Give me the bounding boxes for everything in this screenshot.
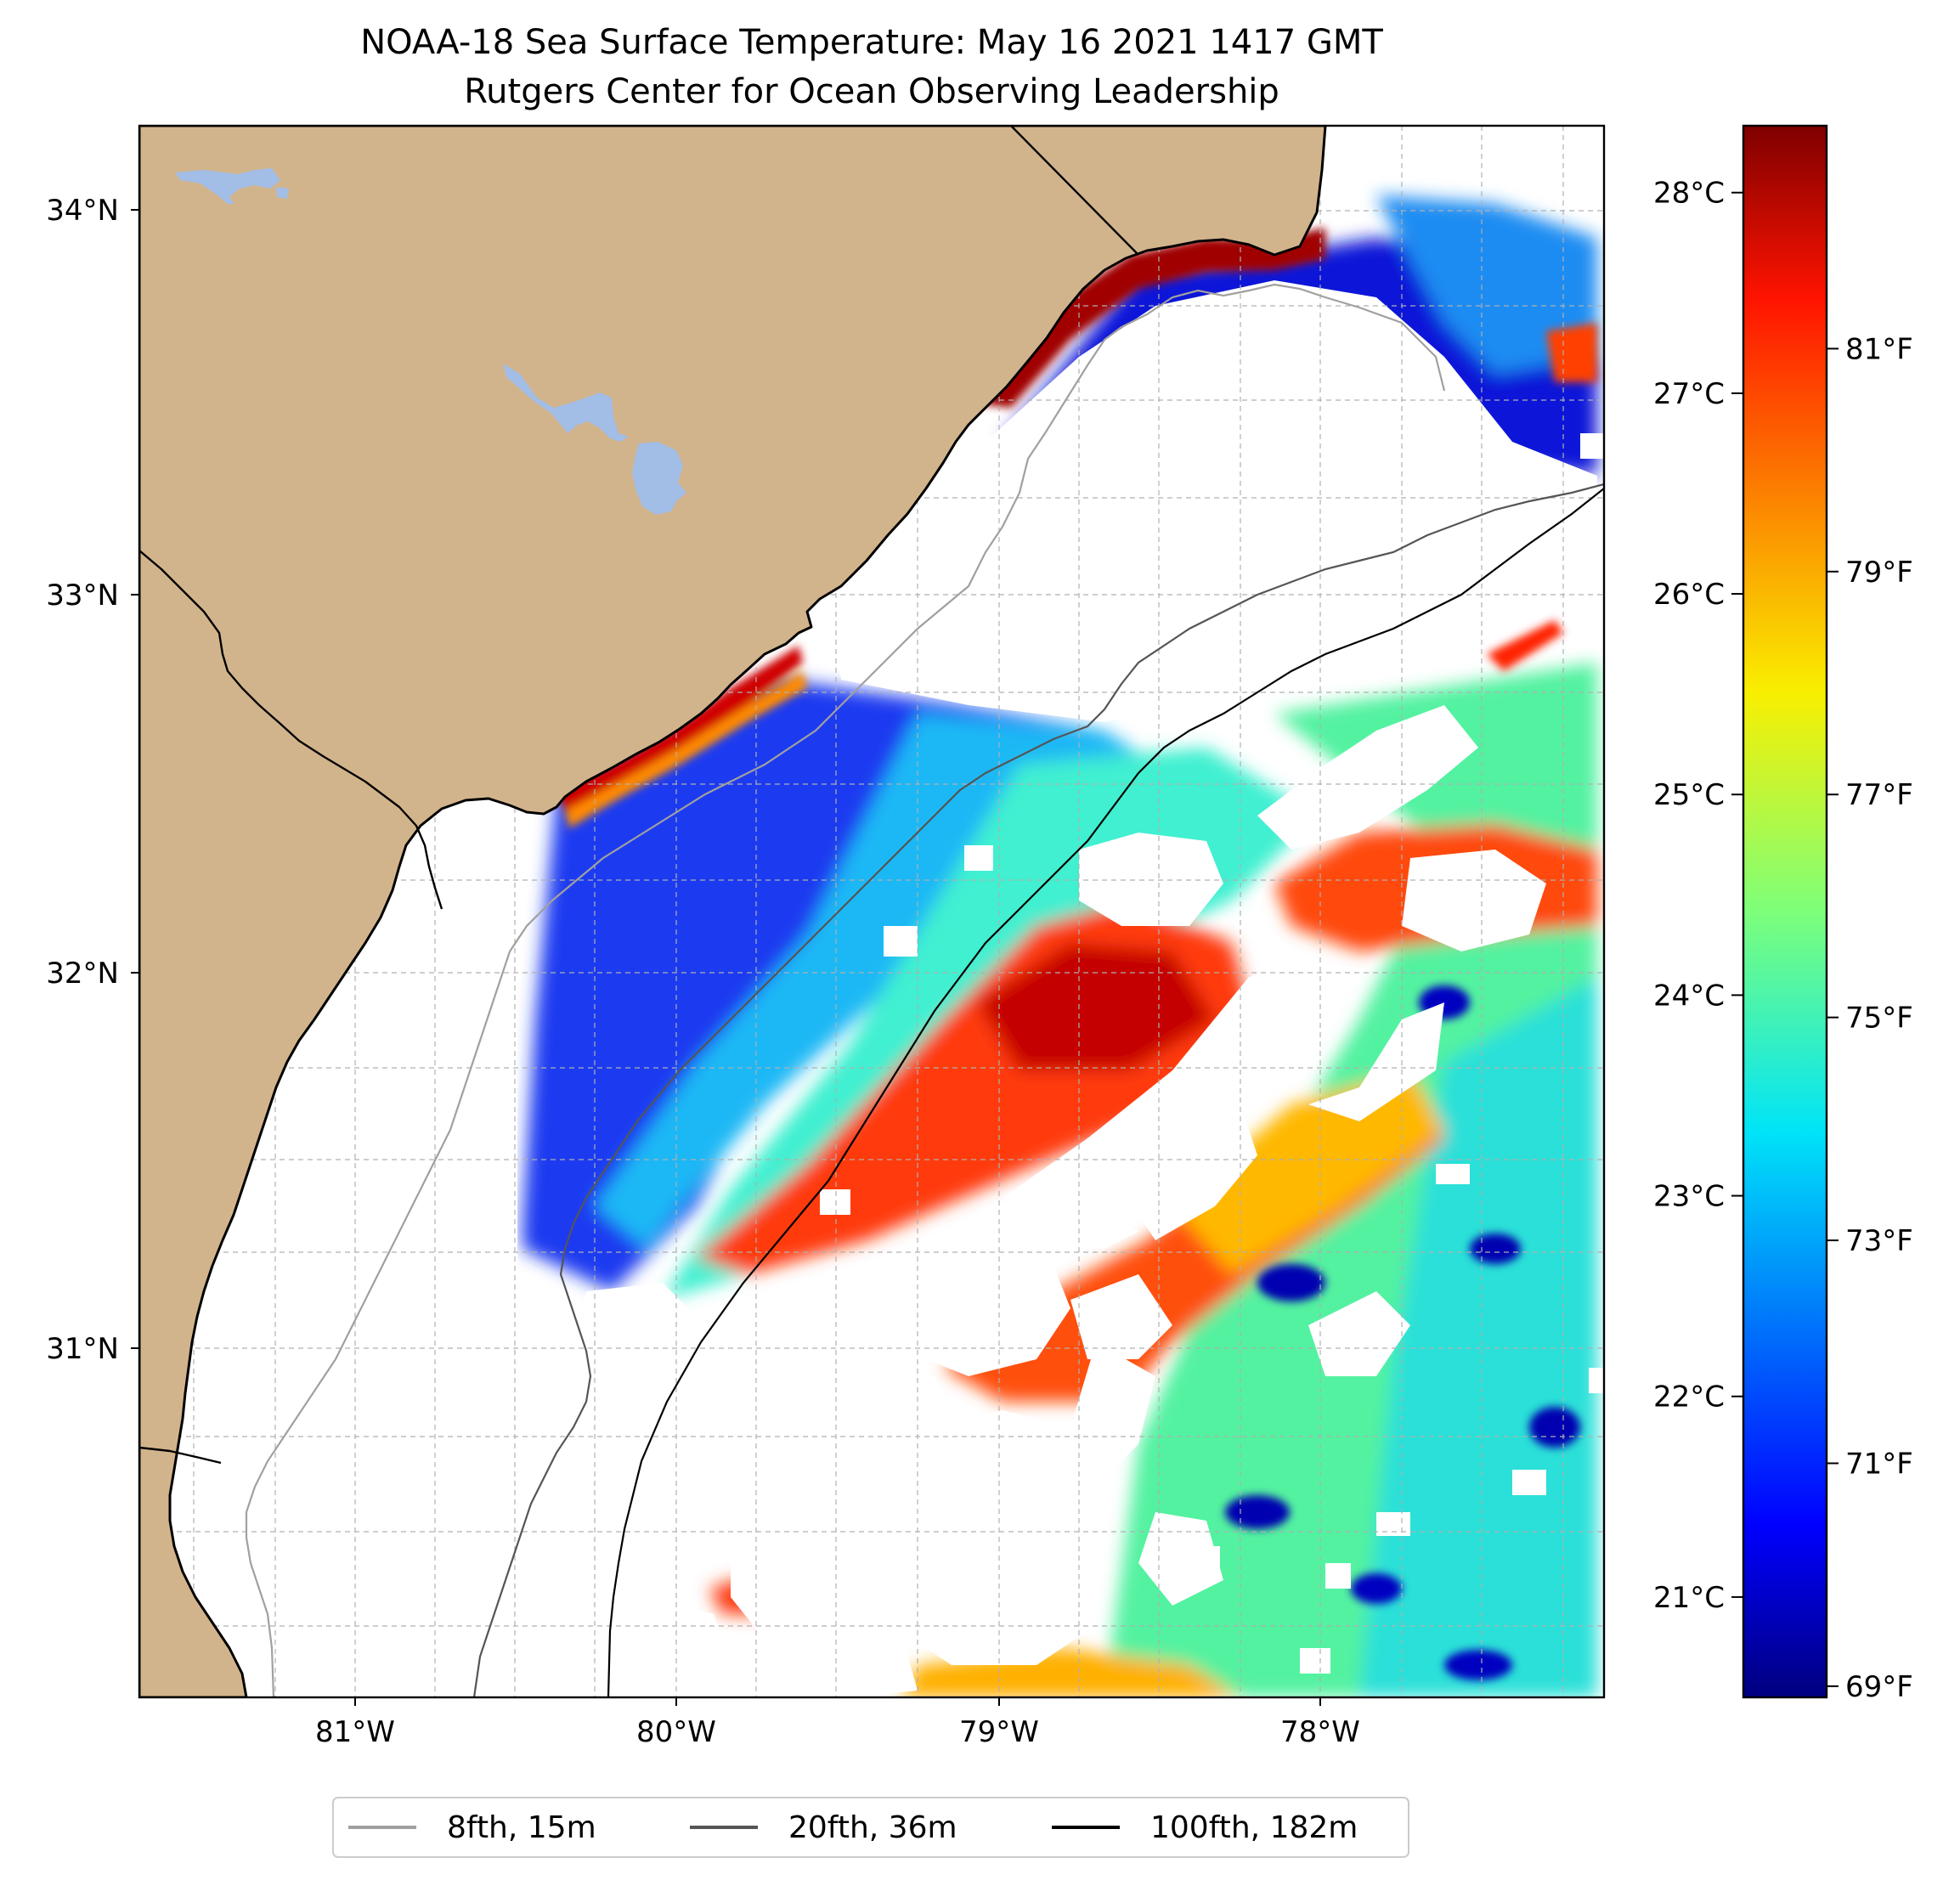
bathymetry-contours bbox=[245, 283, 1604, 1697]
chart-subtitle: Rutgers Center for Ocean Observing Leade… bbox=[464, 72, 1279, 111]
legend-label-100fth: 100fth, 182m bbox=[1150, 1810, 1358, 1845]
sst-region-cold-eddy bbox=[1470, 1234, 1521, 1264]
colorbar-celsius-label: 23°C bbox=[1653, 1180, 1725, 1214]
colorbar-fahrenheit-label: 81°F bbox=[1845, 332, 1913, 366]
land-mass bbox=[139, 126, 1327, 1697]
colorbar: 21°C 22°C 23°C 24°C 25°C 26°C 27°C 28°C 69°F 71°… bbox=[1653, 124, 1913, 1704]
map-frame bbox=[138, 124, 1606, 1699]
sst-region-cold-eddy bbox=[1444, 1650, 1512, 1680]
colorbar-celsius-label: 24°C bbox=[1653, 979, 1725, 1013]
lon-tick-label: 79°W bbox=[959, 1715, 1039, 1749]
colorbar-celsius-label: 26°C bbox=[1653, 578, 1725, 612]
lat-tick-label: 32°N bbox=[46, 957, 119, 991]
sst-region-cold-eddy bbox=[1529, 1407, 1580, 1448]
legend-label-8fth: 8fth, 15m bbox=[447, 1810, 596, 1845]
sst-region-ne-spot bbox=[1487, 620, 1563, 671]
boundary-ga-fl-stub bbox=[139, 1446, 222, 1465]
lon-tick-label: 78°W bbox=[1280, 1715, 1360, 1749]
colorbar-celsius-label: 27°C bbox=[1653, 377, 1725, 411]
colorbar-fahrenheit-label: 71°F bbox=[1845, 1447, 1913, 1481]
legend: 8fth, 15m 20fth, 36m 100fth, 182m bbox=[332, 1797, 1409, 1858]
colorbar-fahrenheit-ticks: 69°F 71°F 73°F 75°F 77°F 79°F 81°F bbox=[1827, 332, 1913, 1704]
colorbar-celsius-ticks: 21°C 22°C 23°C 24°C 25°C 26°C 27°C 28°C bbox=[1653, 177, 1743, 1615]
colorbar-fahrenheit-label: 75°F bbox=[1845, 1002, 1913, 1036]
contour-8fth bbox=[245, 283, 1446, 1697]
lat-tick-label: 34°N bbox=[46, 194, 119, 228]
colorbar-fahrenheit-label: 73°F bbox=[1845, 1224, 1913, 1258]
lat-tick-label: 33°N bbox=[46, 579, 119, 613]
lat-tick-label: 31°N bbox=[46, 1332, 119, 1366]
legend-box bbox=[332, 1797, 1409, 1858]
sst-region-cold-eddy bbox=[1351, 1573, 1402, 1604]
boundary-sc-ga bbox=[139, 550, 443, 910]
sst-region-cold-eddy bbox=[1257, 1264, 1325, 1301]
colorbar-celsius-label: 28°C bbox=[1653, 177, 1725, 211]
sst-region-gulf-stream-hot bbox=[977, 943, 1215, 1070]
colorbar-celsius-label: 22°C bbox=[1653, 1380, 1725, 1414]
sst-region-offshore-east bbox=[1359, 977, 1597, 1697]
lon-tick-label: 80°W bbox=[636, 1715, 716, 1749]
lon-tick-label: 81°W bbox=[315, 1715, 395, 1749]
longitude-axis: 81°W 80°W 79°W 78°W bbox=[315, 1697, 1360, 1749]
lake-marion bbox=[503, 364, 629, 442]
colorbar-celsius-label: 21°C bbox=[1653, 1581, 1725, 1615]
map-area bbox=[139, 126, 1604, 1697]
contour-20fth bbox=[472, 483, 1604, 1697]
colorbar-celsius-label: 25°C bbox=[1653, 778, 1725, 812]
boundary-nc-sc bbox=[1010, 126, 1139, 256]
lake-moultrie bbox=[632, 442, 686, 515]
colorbar-fahrenheit-label: 77°F bbox=[1845, 778, 1913, 812]
lake-northwest bbox=[175, 168, 289, 204]
colorbar-fahrenheit-label: 79°F bbox=[1845, 556, 1913, 590]
sst-region-ne-corner bbox=[1546, 323, 1597, 382]
sst-region-cold-eddy bbox=[1225, 1495, 1290, 1529]
sst-region-coast-orange-sc bbox=[565, 671, 807, 828]
contour-100fth bbox=[607, 488, 1604, 1697]
state-boundaries bbox=[139, 126, 1139, 1465]
legend-label-20fth: 20fth, 36m bbox=[788, 1810, 957, 1845]
colorbar-fahrenheit-label: 69°F bbox=[1845, 1670, 1913, 1704]
latitude-axis: 34°N 33°N 32°N 31°N bbox=[46, 194, 139, 1366]
colorbar-gradient bbox=[1742, 124, 1828, 1699]
chart-title: NOAA-18 Sea Surface Temperature: May 16 … bbox=[360, 23, 1383, 62]
lakes bbox=[175, 168, 686, 515]
sst-region-long-bay-east bbox=[1376, 195, 1597, 374]
